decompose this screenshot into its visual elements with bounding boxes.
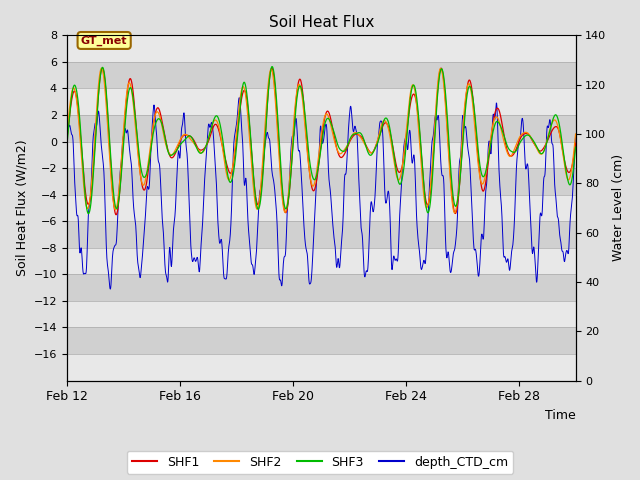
Bar xyxy=(67,115,575,142)
Text: GT_met: GT_met xyxy=(81,36,127,46)
Title: Soil Heat Flux: Soil Heat Flux xyxy=(269,15,374,30)
Bar xyxy=(67,168,575,195)
Legend: SHF1, SHF2, SHF3, depth_CTD_cm: SHF1, SHF2, SHF3, depth_CTD_cm xyxy=(127,451,513,474)
Bar xyxy=(67,274,575,301)
Y-axis label: Water Level (cm): Water Level (cm) xyxy=(612,155,625,262)
Bar xyxy=(67,142,575,168)
Y-axis label: Soil Heat Flux (W/m2): Soil Heat Flux (W/m2) xyxy=(15,140,28,276)
Bar xyxy=(67,36,575,62)
Bar xyxy=(67,327,575,354)
Bar xyxy=(67,88,575,115)
Bar xyxy=(67,195,575,221)
Bar xyxy=(67,221,575,248)
Bar xyxy=(67,354,575,381)
Bar xyxy=(67,301,575,327)
Bar xyxy=(67,62,575,88)
Bar xyxy=(67,248,575,274)
X-axis label: Time: Time xyxy=(545,409,575,422)
